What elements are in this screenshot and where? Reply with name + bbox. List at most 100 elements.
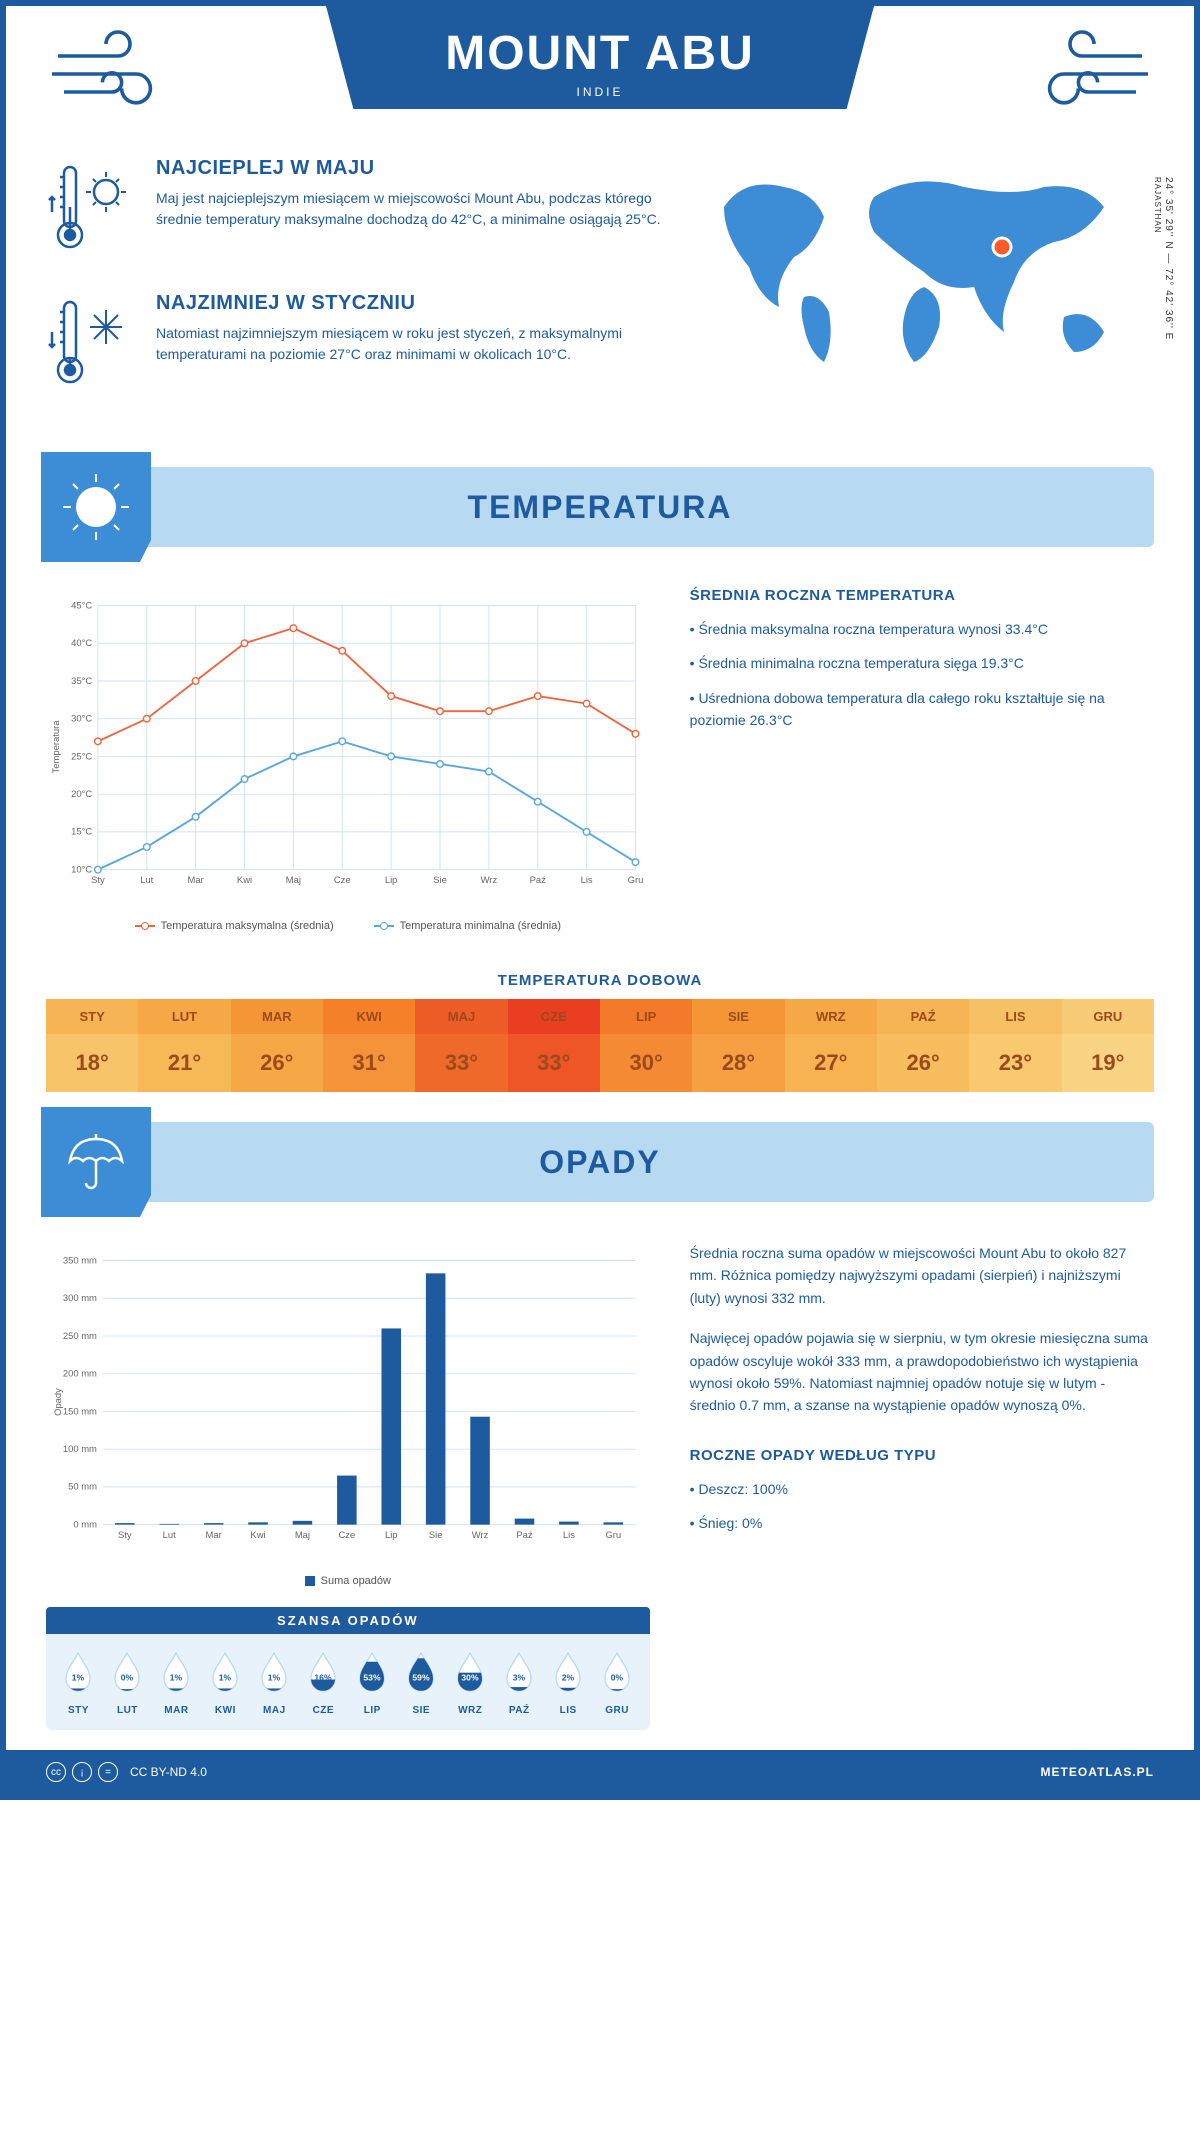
daily-cell: LIP30° [600,999,692,1092]
thermometer-snow-icon [46,292,136,397]
svg-text:25°C: 25°C [71,750,92,761]
cc-icon: cc [46,1762,66,1782]
daily-cell: KWI31° [323,999,415,1092]
svg-text:0 mm: 0 mm [73,1518,97,1529]
svg-text:35°C: 35°C [71,675,92,686]
rain-drop-cell: 30% WRZ [446,1648,495,1716]
svg-text:15°C: 15°C [71,826,92,837]
rain-para: Najwięcej opadów pojawia się w sierpniu,… [690,1327,1154,1417]
svg-text:350 mm: 350 mm [63,1254,97,1265]
daily-month: SIE [692,999,784,1034]
rain-drop-cell: 0% LUT [103,1648,152,1716]
svg-text:Lip: Lip [385,1529,398,1540]
rain-drop-cell: 53% LIP [348,1648,397,1716]
rain-drop-cell: 1% KWI [201,1648,250,1716]
daily-month: CZE [508,999,600,1034]
world-map-icon [694,157,1134,377]
temp-banner: TEMPERATURA [46,467,1154,547]
svg-text:Paź: Paź [530,874,547,885]
svg-text:Wrz: Wrz [472,1529,489,1540]
svg-text:Maj: Maj [286,874,301,885]
rain-drop-cell: 3% PAŹ [495,1648,544,1716]
daily-value: 27° [785,1034,877,1092]
page-title: MOUNT ABU [326,26,874,81]
daily-month: GRU [1062,999,1154,1034]
daily-value: 18° [46,1034,138,1092]
daily-month: LUT [138,999,230,1034]
svg-text:Lis: Lis [563,1529,575,1540]
svg-text:Paź: Paź [516,1529,533,1540]
svg-text:50 mm: 50 mm [68,1481,97,1492]
svg-text:Sie: Sie [433,874,447,885]
temp-chart-row: 10°C15°C20°C25°C30°C35°C40°C45°CStyLutMa… [6,567,1194,952]
hot-title: NAJCIEPLEJ W MAJU [156,157,664,180]
rain-legend: Suma opadów [46,1575,650,1587]
temp-info-title: ŚREDNIA ROCZNA TEMPERATURA [690,587,1154,604]
rain-chart: 0 mm50 mm100 mm150 mm200 mm250 mm300 mm3… [46,1242,650,1730]
rain-drop-cell: 16% CZE [299,1648,348,1716]
svg-text:Temperatura: Temperatura [50,720,61,774]
rain-chance-title: SZANSA OPADÓW [46,1607,650,1634]
umbrella-icon [41,1107,151,1217]
svg-text:300 mm: 300 mm [63,1292,97,1303]
svg-text:3%: 3% [513,1673,526,1683]
svg-text:Cze: Cze [334,874,351,885]
daily-temp-table: STY18°LUT21°MAR26°KWI31°MAJ33°CZE33°LIP3… [46,999,1154,1092]
rain-para: Średnia roczna suma opadów w miejscowośc… [690,1242,1154,1309]
svg-text:0%: 0% [611,1673,624,1683]
daily-cell: PAŹ26° [877,999,969,1092]
hot-block: NAJCIEPLEJ W MAJU Maj jest najcieplejszy… [46,157,664,262]
svg-text:Lut: Lut [163,1529,176,1540]
rain-drop-cell: 1% MAJ [250,1648,299,1716]
svg-text:150 mm: 150 mm [63,1405,97,1416]
thermometer-sun-icon [46,157,136,262]
daily-cell: GRU19° [1062,999,1154,1092]
region-label: RAJASTHAN [1153,177,1162,234]
legend-min: .legend-item:nth-child(2) .legend-swatch… [374,920,561,932]
daily-cell: MAJ33° [415,999,507,1092]
svg-text:Cze: Cze [338,1529,355,1540]
daily-cell: LUT21° [138,999,230,1092]
svg-text:Kwi: Kwi [250,1529,265,1540]
svg-text:250 mm: 250 mm [63,1330,97,1341]
svg-text:200 mm: 200 mm [63,1368,97,1379]
rain-banner-title: OPADY [46,1144,1154,1181]
header-band: MOUNT ABU INDIE [326,6,874,109]
map-marker [993,238,1011,256]
footer-brand: METEOATLAS.PL [1041,1765,1154,1779]
daily-month: PAŹ [877,999,969,1034]
svg-text:10°C: 10°C [71,863,92,874]
hot-text: NAJCIEPLEJ W MAJU Maj jest najcieplejszy… [156,157,664,262]
rain-info: Średnia roczna suma opadów w miejscowośc… [690,1242,1154,1730]
svg-text:2%: 2% [562,1673,575,1683]
wind-icon-left [46,6,166,127]
svg-text:Sty: Sty [118,1529,132,1540]
header-row: MOUNT ABU INDIE [6,6,1194,127]
temp-banner-title: TEMPERATURA [46,489,1154,526]
temp-legend: .legend-item:nth-child(1) .legend-swatch… [46,920,650,932]
svg-text:Maj: Maj [295,1529,310,1540]
svg-text:1%: 1% [268,1673,281,1683]
wind-icon-right [1034,6,1154,127]
daily-month: MAJ [415,999,507,1034]
svg-text:Gru: Gru [605,1529,621,1540]
svg-text:Sie: Sie [429,1529,443,1540]
daily-value: 21° [138,1034,230,1092]
rain-drop-cell: 1% MAR [152,1648,201,1716]
svg-text:0%: 0% [121,1673,134,1683]
legend-min-label: Temperatura minimalna (średnia) [400,920,561,932]
hot-desc: Maj jest najcieplejszym miesiącem w miej… [156,188,664,230]
svg-text:Mar: Mar [205,1529,221,1540]
rain-type-bullet: • Śnieg: 0% [690,1512,1154,1534]
daily-value: 26° [877,1034,969,1092]
daily-cell: MAR26° [231,999,323,1092]
rain-drop-cell: 0% GRU [593,1648,642,1716]
daily-month: LIP [600,999,692,1034]
legend-sum-label: Suma opadów [321,1575,391,1587]
cc-icons: cc ¡ = [46,1762,118,1782]
temp-bullet: • Uśredniona dobowa temperatura dla całe… [690,687,1154,732]
temp-info: ŚREDNIA ROCZNA TEMPERATURA • Średnia mak… [690,587,1154,932]
svg-text:Sty: Sty [91,874,105,885]
daily-cell: CZE33° [508,999,600,1092]
svg-text:53%: 53% [364,1673,382,1683]
